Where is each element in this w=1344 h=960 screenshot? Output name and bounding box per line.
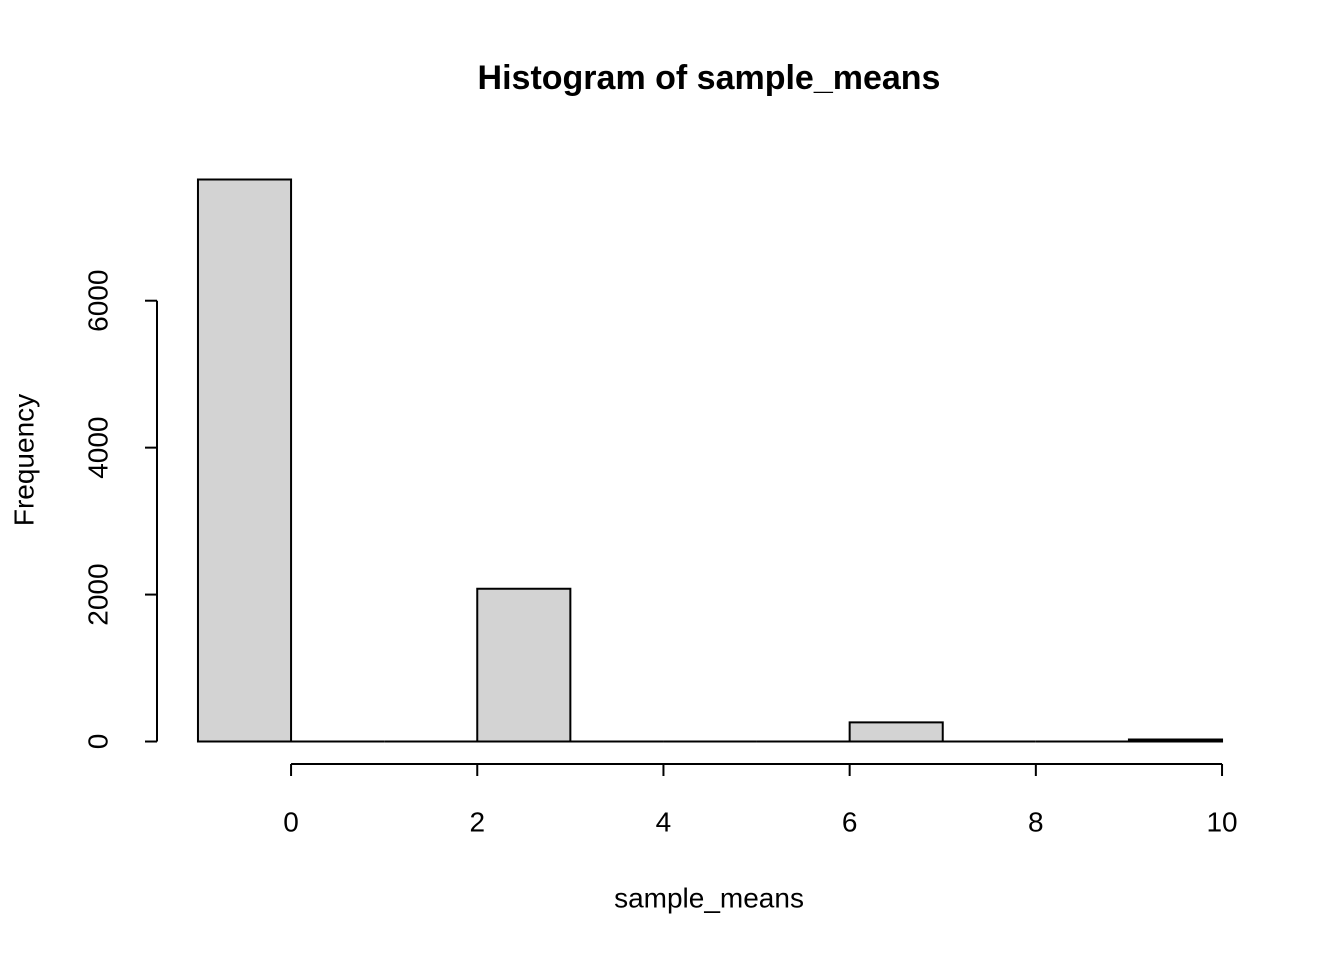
x-tick-label: 2 bbox=[469, 806, 485, 837]
bar bbox=[196, 178, 293, 743]
y-axis-label: Frequency bbox=[8, 394, 39, 526]
y-tick-label: 2000 bbox=[82, 563, 113, 625]
x-tick-label: 4 bbox=[656, 806, 672, 837]
x-axis-label: sample_means bbox=[614, 882, 804, 913]
bar bbox=[1127, 738, 1224, 743]
bar bbox=[848, 721, 944, 743]
y-tick-label: 4000 bbox=[82, 416, 113, 478]
chart-title: Histogram of sample_means bbox=[478, 59, 941, 97]
y-tick-label: 6000 bbox=[82, 270, 113, 332]
bar bbox=[476, 587, 572, 743]
x-tick-label: 0 bbox=[283, 806, 299, 837]
x-tick-label: 10 bbox=[1206, 806, 1237, 837]
x-tick-label: 8 bbox=[1028, 806, 1044, 837]
y-tick-label: 0 bbox=[82, 734, 113, 750]
x-tick-label: 6 bbox=[842, 806, 858, 837]
